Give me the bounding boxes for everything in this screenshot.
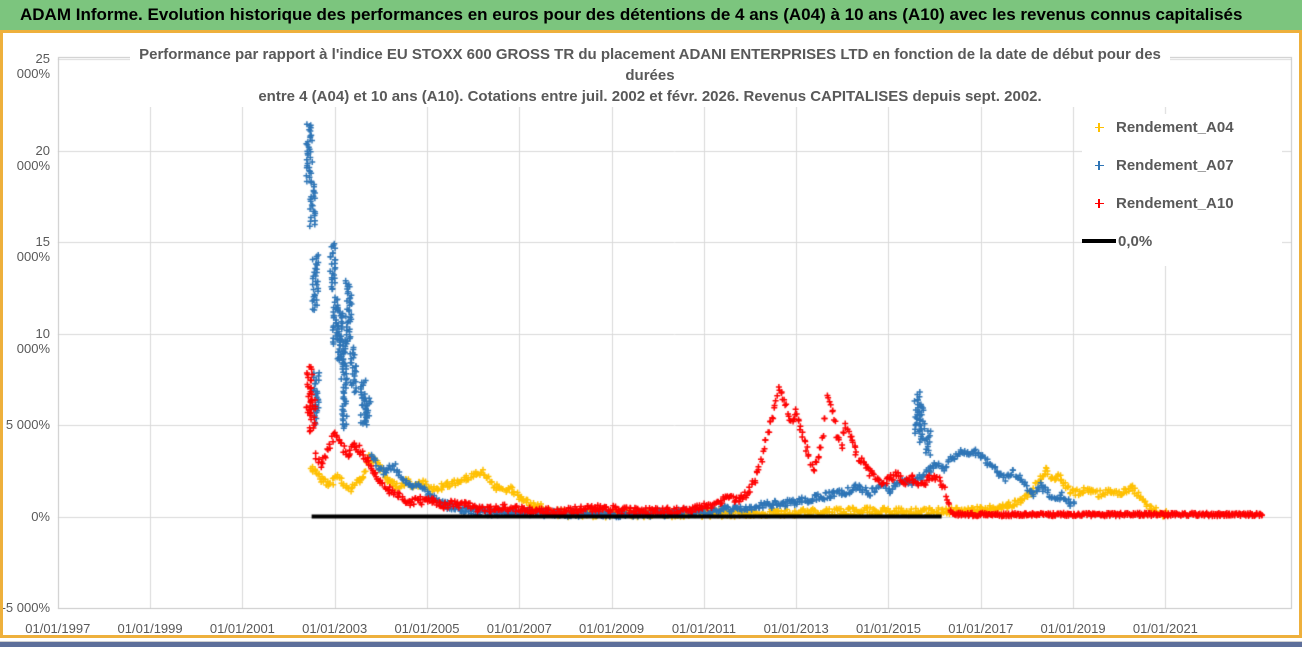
x-axis-tick-label: 01/01/1999	[117, 621, 183, 636]
legend-label: Rendement_A10	[1116, 194, 1234, 212]
x-axis-tick-label: 01/01/2019	[1040, 621, 1106, 636]
legend-item-zero-line[interactable]: 0,0%	[1082, 228, 1282, 254]
legend-label: 0,0%	[1118, 232, 1153, 250]
legend-item-rendement-a10[interactable]: Rendement_A10	[1082, 190, 1282, 216]
y-axis-tick-label: 5 000%	[5, 417, 50, 432]
y-axis-tick-label: 25 000%	[16, 51, 50, 81]
y-axis-tick-label: 0%	[31, 508, 50, 524]
zero-line-icon	[1082, 239, 1116, 243]
window-bottom-strip	[0, 641, 1302, 647]
y-axis-tick-label: 15 000%	[16, 234, 50, 264]
y-axis-tick-label: 20 000%	[16, 142, 50, 173]
y-axis-tick-label: 10 000%	[16, 325, 50, 356]
x-axis-tick-label: 01/01/2011	[671, 621, 736, 636]
x-axis-tick-label: 01/01/2013	[763, 621, 829, 636]
plus-marker-icon	[1082, 122, 1116, 132]
x-axis-tick-label: 01/01/2007	[486, 621, 552, 636]
plus-marker-icon	[1082, 198, 1116, 208]
chart-title-line1: Performance par rapport à l'indice EU ST…	[139, 46, 1161, 84]
legend-item-rendement-a07[interactable]: Rendement_A07	[1082, 152, 1282, 178]
legend-label: Rendement_A04	[1116, 118, 1234, 136]
x-axis-tick-label: 01/01/2001	[209, 621, 275, 636]
plus-marker-icon	[1082, 160, 1116, 170]
x-axis-tick-label: 01/01/2005	[394, 621, 460, 636]
x-axis-tick-label: 01/01/2003	[302, 621, 368, 636]
legend-item-rendement-a04[interactable]: Rendement_A04	[1082, 114, 1282, 140]
x-axis-tick-label: 01/01/2021	[1132, 621, 1198, 636]
x-axis-tick-label: 01/01/2017	[948, 621, 1014, 636]
chart-legend: Rendement_A04 Rendement_A07 Rendement_A1…	[1082, 114, 1282, 266]
chart-title-line2: entre 4 (A04) et 10 ans (A10). Cotations…	[258, 88, 1042, 105]
chart-title: Performance par rapport à l'indice EU ST…	[130, 44, 1170, 107]
x-axis-tick-label: 01/01/2015	[855, 621, 922, 636]
legend-label: Rendement_A07	[1116, 156, 1234, 174]
x-axis-tick-label: 01/01/1997	[25, 621, 91, 636]
y-axis-tick-label: -5 000%	[1, 600, 50, 615]
x-axis-tick-label: 01/01/2009	[579, 621, 645, 636]
